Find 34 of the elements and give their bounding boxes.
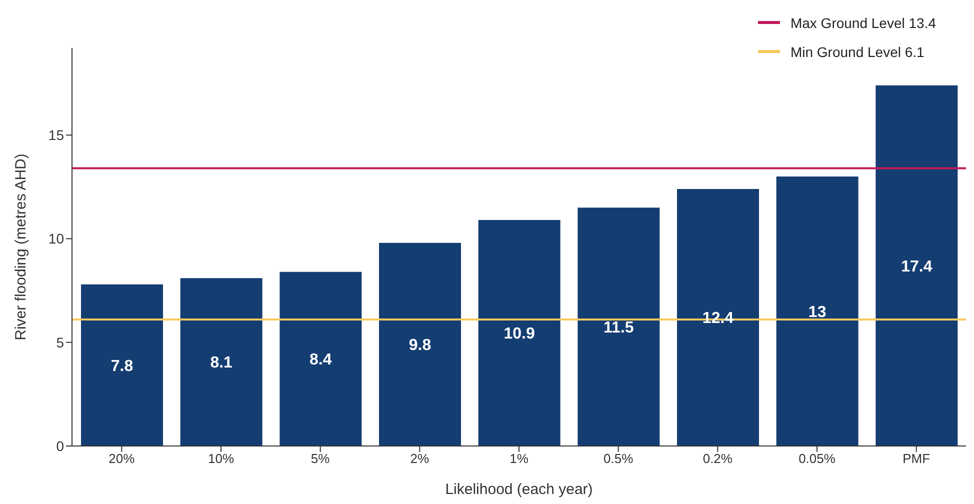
x-tick-label: 0.2% <box>702 451 733 466</box>
data-label: 13 <box>808 304 826 321</box>
x-tick-label: 2% <box>410 451 430 466</box>
bar <box>280 272 362 446</box>
x-tick-label: 20% <box>108 451 136 466</box>
y-tick-label: 5 <box>56 334 64 350</box>
y-tick-label: 10 <box>48 230 64 247</box>
data-label: 11.5 <box>604 319 634 336</box>
bar <box>379 242 461 446</box>
x-tick-label: PMF <box>902 451 930 466</box>
y-axis-title: River flooding (metres AHD) <box>12 154 30 340</box>
x-tick-label: 0.5% <box>604 451 634 466</box>
legend-label: Min Ground Level 6.1 <box>790 44 924 60</box>
x-axis-title: Likelihood (each year) <box>445 481 593 498</box>
y-tick-label: 15 <box>48 127 64 144</box>
legend-label: Max Ground Level 13.4 <box>790 14 936 30</box>
x-tick-label: 5% <box>310 451 330 466</box>
bar <box>578 208 660 446</box>
data-label: 17.4 <box>901 258 932 276</box>
bar <box>776 176 858 446</box>
bar <box>478 220 560 446</box>
x-tick-label: 1% <box>510 451 529 466</box>
x-tick-label: 10% <box>208 451 234 466</box>
data-label: 7.8 <box>110 358 134 375</box>
data-label: 8.1 <box>210 354 233 372</box>
bar <box>677 188 759 446</box>
y-tick-label: 0 <box>56 438 64 454</box>
bar <box>81 284 163 446</box>
data-label: 8.4 <box>310 352 332 369</box>
data-label: 9.8 <box>408 337 432 354</box>
bar <box>180 278 262 446</box>
data-label: 10.9 <box>504 326 536 343</box>
x-tick-label: 0.05% <box>798 451 836 466</box>
bar <box>876 85 958 446</box>
